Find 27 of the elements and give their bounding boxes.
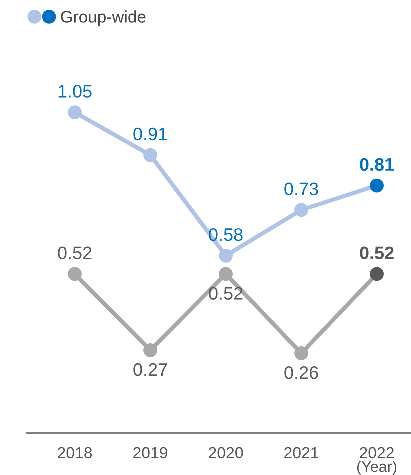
point bbox=[370, 178, 384, 193]
data-label: 0.81 bbox=[360, 158, 394, 172]
data-label: 0.91 bbox=[134, 128, 168, 141]
x-tick-label: 2018 bbox=[58, 447, 92, 459]
point bbox=[370, 267, 384, 282]
point bbox=[144, 344, 158, 358]
x-tick-label: 2020 bbox=[209, 447, 244, 459]
data-label: 0.58 bbox=[209, 228, 243, 242]
data-label: 0.52 bbox=[58, 246, 92, 260]
point bbox=[68, 106, 82, 120]
point bbox=[219, 248, 233, 263]
x-tick-label: 2021 bbox=[284, 447, 319, 459]
x-axis-title: (Year) bbox=[357, 460, 397, 475]
point bbox=[144, 148, 158, 162]
legend-label: Group-wide bbox=[61, 10, 146, 26]
x-tick-label: 2019 bbox=[134, 447, 168, 459]
data-label: 0.52 bbox=[209, 287, 243, 300]
point bbox=[68, 267, 82, 282]
point bbox=[219, 267, 233, 282]
data-label: 0.26 bbox=[284, 366, 318, 380]
data-label: 0.73 bbox=[284, 182, 318, 196]
data-label: 0.27 bbox=[134, 363, 168, 376]
data-label: 0.52 bbox=[360, 246, 394, 260]
point bbox=[294, 203, 308, 218]
x-tick-label: 2022 bbox=[360, 447, 394, 459]
data-label: 1.05 bbox=[58, 85, 92, 98]
point bbox=[294, 346, 308, 360]
